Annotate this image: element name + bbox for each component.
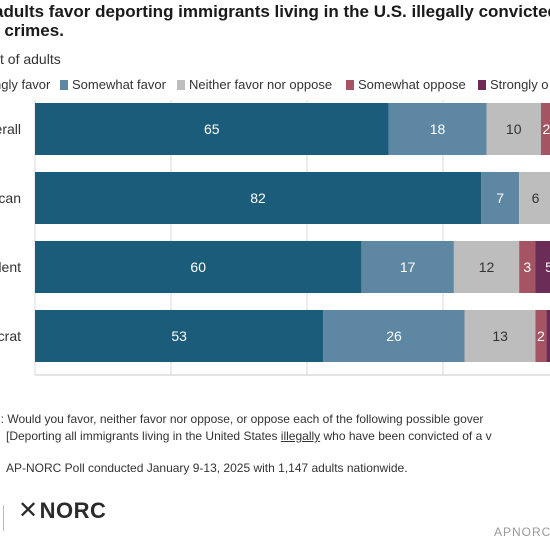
logo-divider [3, 505, 4, 531]
data-label: 26 [386, 328, 402, 344]
data-label: 13 [492, 328, 508, 344]
legend-item-somewhat-oppose: Somewhat oppose [346, 77, 466, 92]
data-label: 65 [204, 121, 220, 137]
bar-segment [540, 103, 550, 155]
legend-label: Neither favor nor oppose [189, 77, 333, 92]
legend-item-strongly-favor: ngly favor [0, 77, 50, 92]
title-line-2: t crimes. [0, 21, 64, 40]
data-label: 6 [532, 190, 540, 206]
title-line-1: adults favor deporting immigrants living… [0, 2, 550, 21]
bar-segment [519, 241, 536, 293]
question-note-line-1: n: Would you favor, neither favor nor op… [0, 412, 484, 426]
bar-segment [535, 310, 547, 362]
legend-item-somewhat-favor: Somewhat favor [60, 77, 166, 92]
data-label: 7 [496, 190, 504, 206]
bar-segment [453, 241, 520, 293]
data-label: 10 [506, 121, 522, 137]
question-text-end: who have been convicted of a v [320, 429, 492, 443]
data-label: 82 [250, 190, 266, 206]
logo-text: NORC [39, 498, 107, 523]
category-label: ident [0, 259, 21, 275]
question-text: [Deporting all immigrants living in the … [6, 429, 281, 443]
data-label: 2 [542, 121, 550, 137]
bar-segment [35, 310, 324, 362]
category-label: erall [0, 121, 21, 137]
legend-label: Strongly o [490, 77, 549, 92]
norc-logo: ✕NORC [18, 496, 106, 525]
question-note-line-2: [Deporting all immigrants living in the … [6, 428, 550, 444]
legend-label: Somewhat oppose [358, 77, 466, 92]
bar-segment [35, 103, 389, 155]
data-label: 5 [545, 259, 550, 275]
legend-swatch [60, 80, 68, 90]
chart-legend: ngly favor Somewhat favor Neither favor … [0, 77, 550, 95]
data-label: 60 [190, 259, 206, 275]
bar-segment [464, 310, 536, 362]
legend-label: Somewhat favor [72, 77, 166, 92]
data-label: 18 [430, 121, 446, 137]
legend-label: ngly favor [0, 77, 51, 92]
chart-subtitle: t of adults [0, 51, 61, 67]
bar-segment [35, 241, 362, 293]
category-label: can [0, 190, 21, 206]
bar-segment [519, 172, 550, 224]
bar-segment [546, 310, 550, 362]
norc-mark-icon: ✕ [18, 497, 39, 524]
data-label: 17 [400, 259, 416, 275]
data-label: 2 [537, 328, 545, 344]
bar-segment [323, 310, 465, 362]
bar-segment [361, 241, 454, 293]
legend-swatch [346, 80, 354, 90]
chart-title: adults favor deporting immigrants living… [0, 2, 550, 40]
legend-item-neither: Neither favor nor oppose [177, 77, 332, 92]
data-label: 53 [171, 328, 187, 344]
bar-segment [388, 103, 487, 155]
bar-segment [486, 103, 541, 155]
category-label: crat [0, 328, 21, 344]
question-underlined-word: illegally [280, 429, 321, 443]
bar-segment [35, 172, 482, 224]
data-label: 3 [523, 259, 531, 275]
legend-swatch [478, 80, 486, 90]
legend-item-strongly-oppose: Strongly o [478, 77, 549, 92]
data-label: 12 [479, 259, 495, 275]
bar-segment [535, 241, 550, 293]
legend-swatch [177, 80, 185, 90]
source-note: AP-NORC Poll conducted January 9-13, 202… [6, 461, 408, 475]
stacked-bar-chart: 65 18 10 2 erall 82 7 6 can 60 17 12 35 ident 53 26 13 2 c… [0, 100, 550, 376]
site-credit: APNORC [494, 525, 550, 539]
bar-segment [481, 172, 520, 224]
